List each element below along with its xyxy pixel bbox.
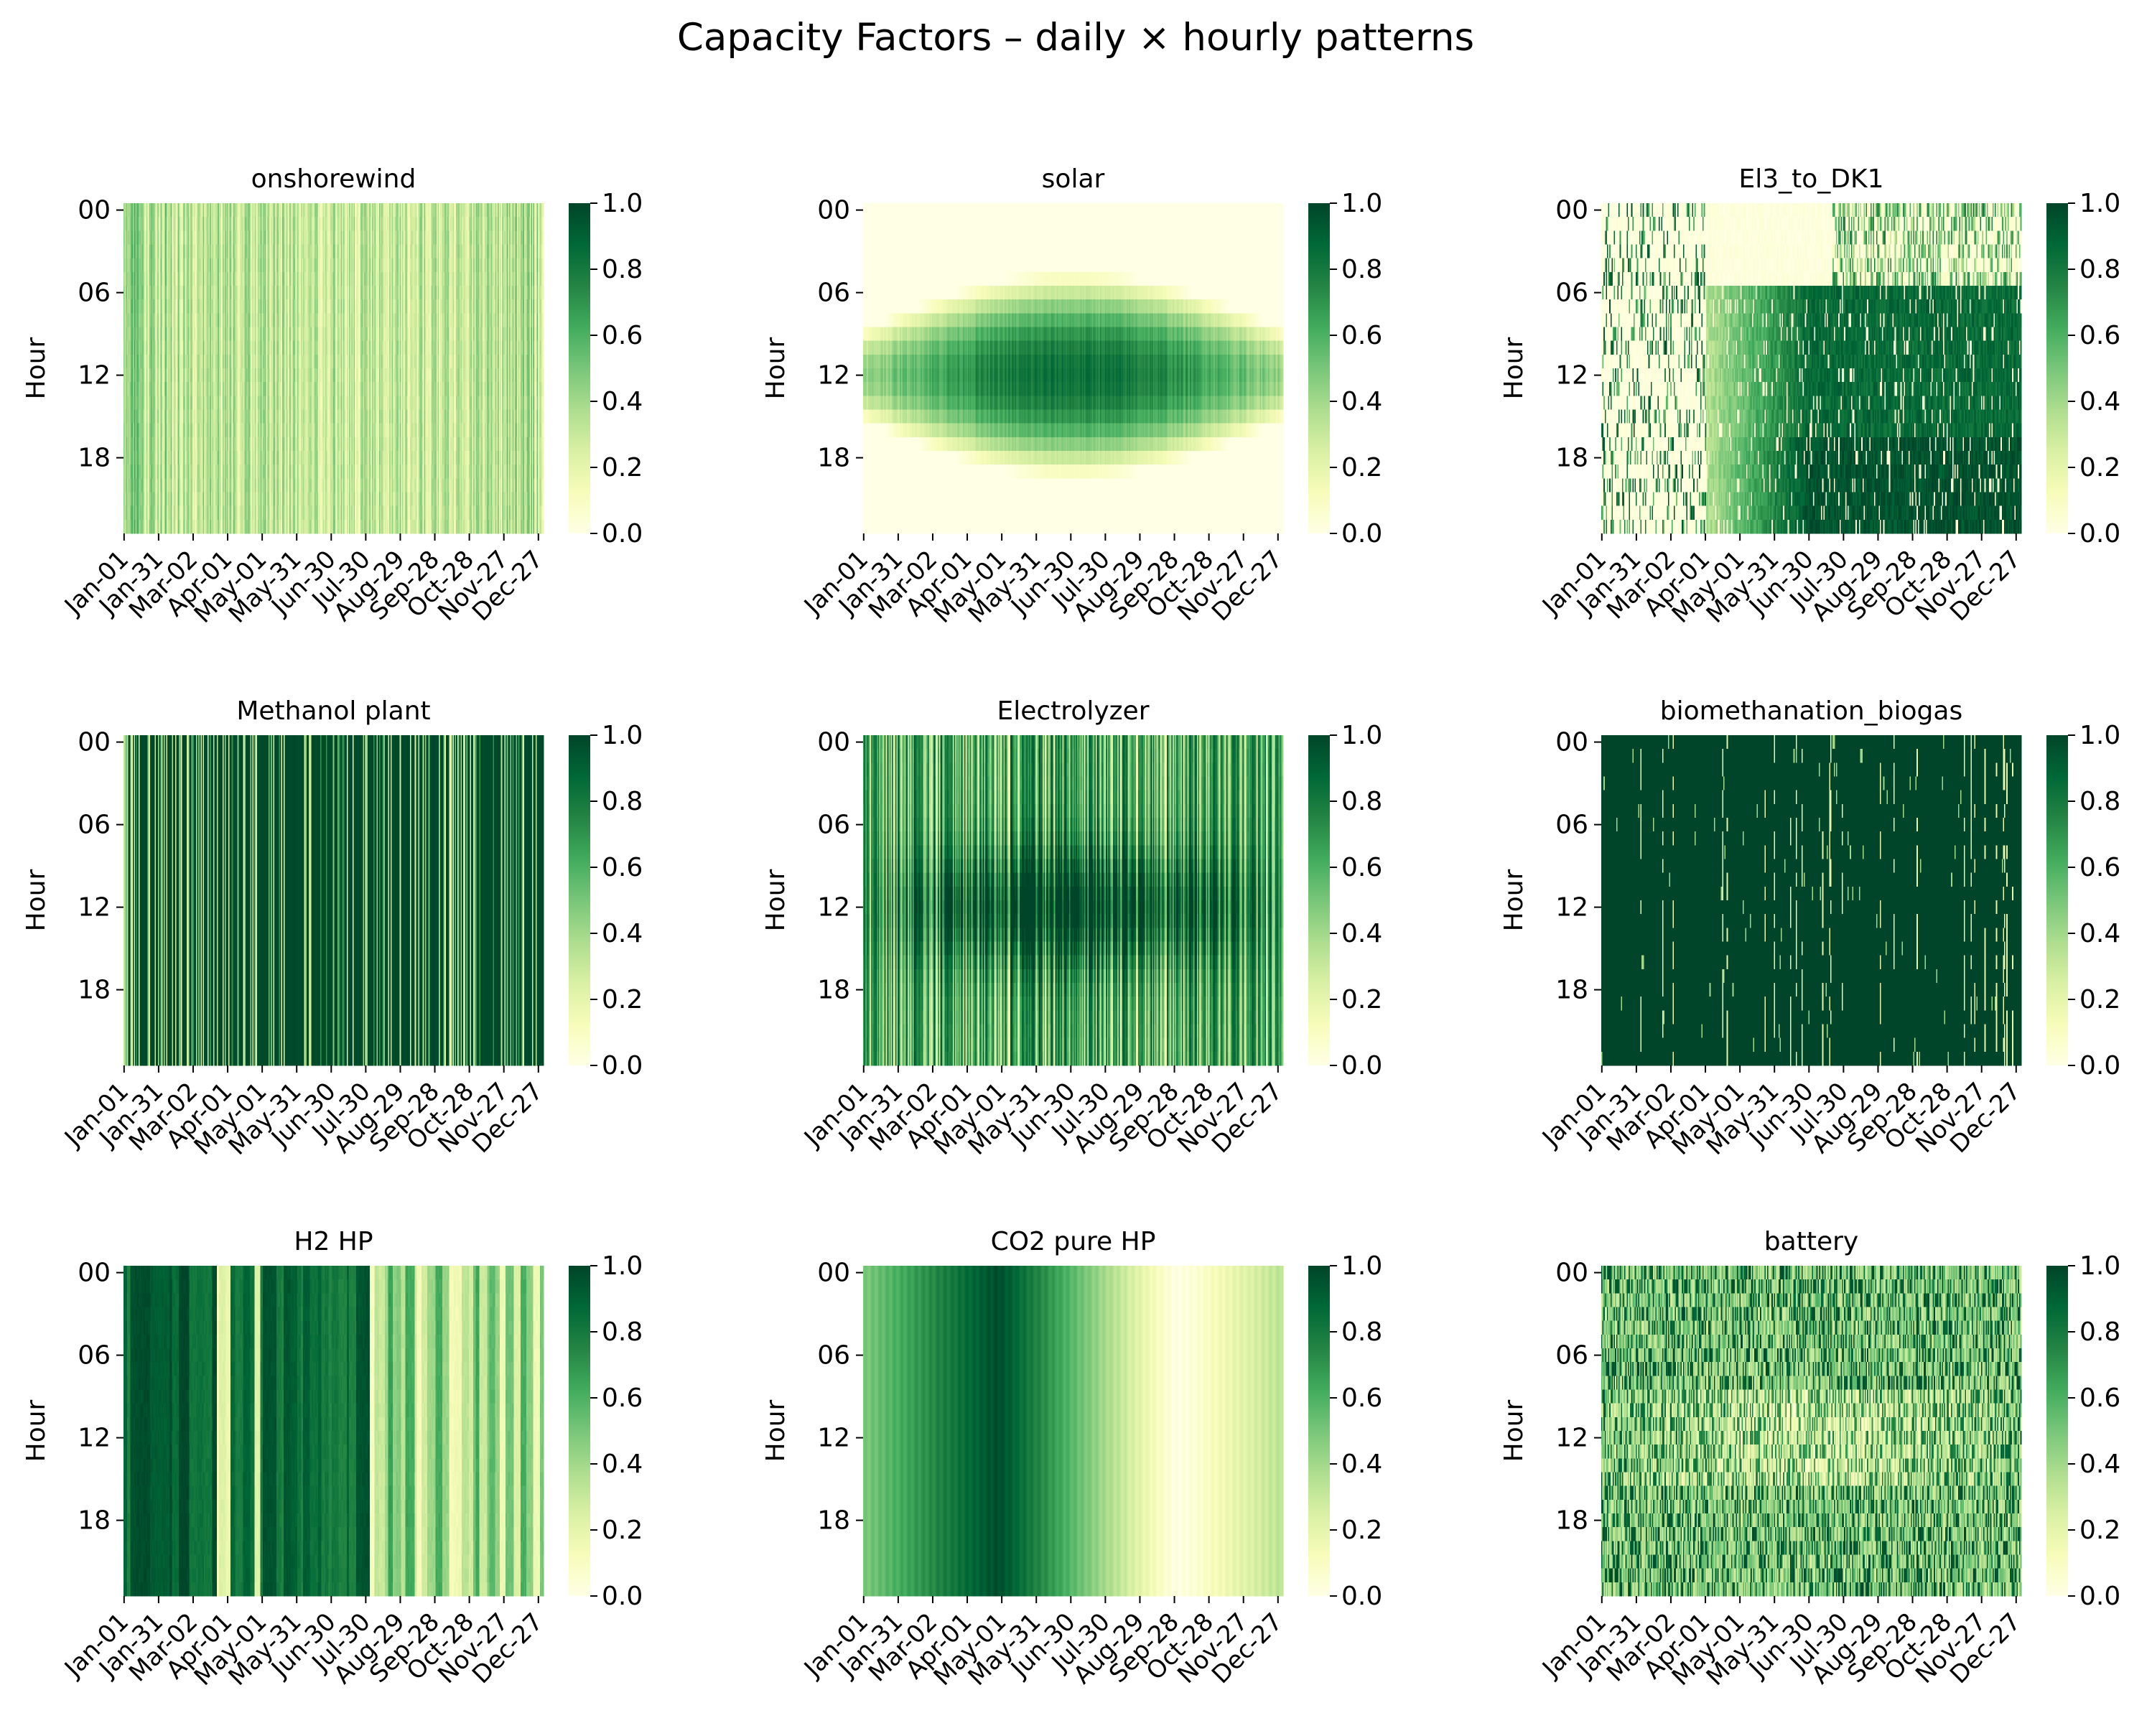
figure-title: Capacity Factors – daily × hourly patter… <box>677 16 1474 60</box>
heatmap-cells <box>124 203 544 534</box>
heatmap-panel: onshorewind00061218HourJan-01Jan-31Mar-0… <box>22 164 643 629</box>
panel-title: onshorewind <box>251 164 416 194</box>
